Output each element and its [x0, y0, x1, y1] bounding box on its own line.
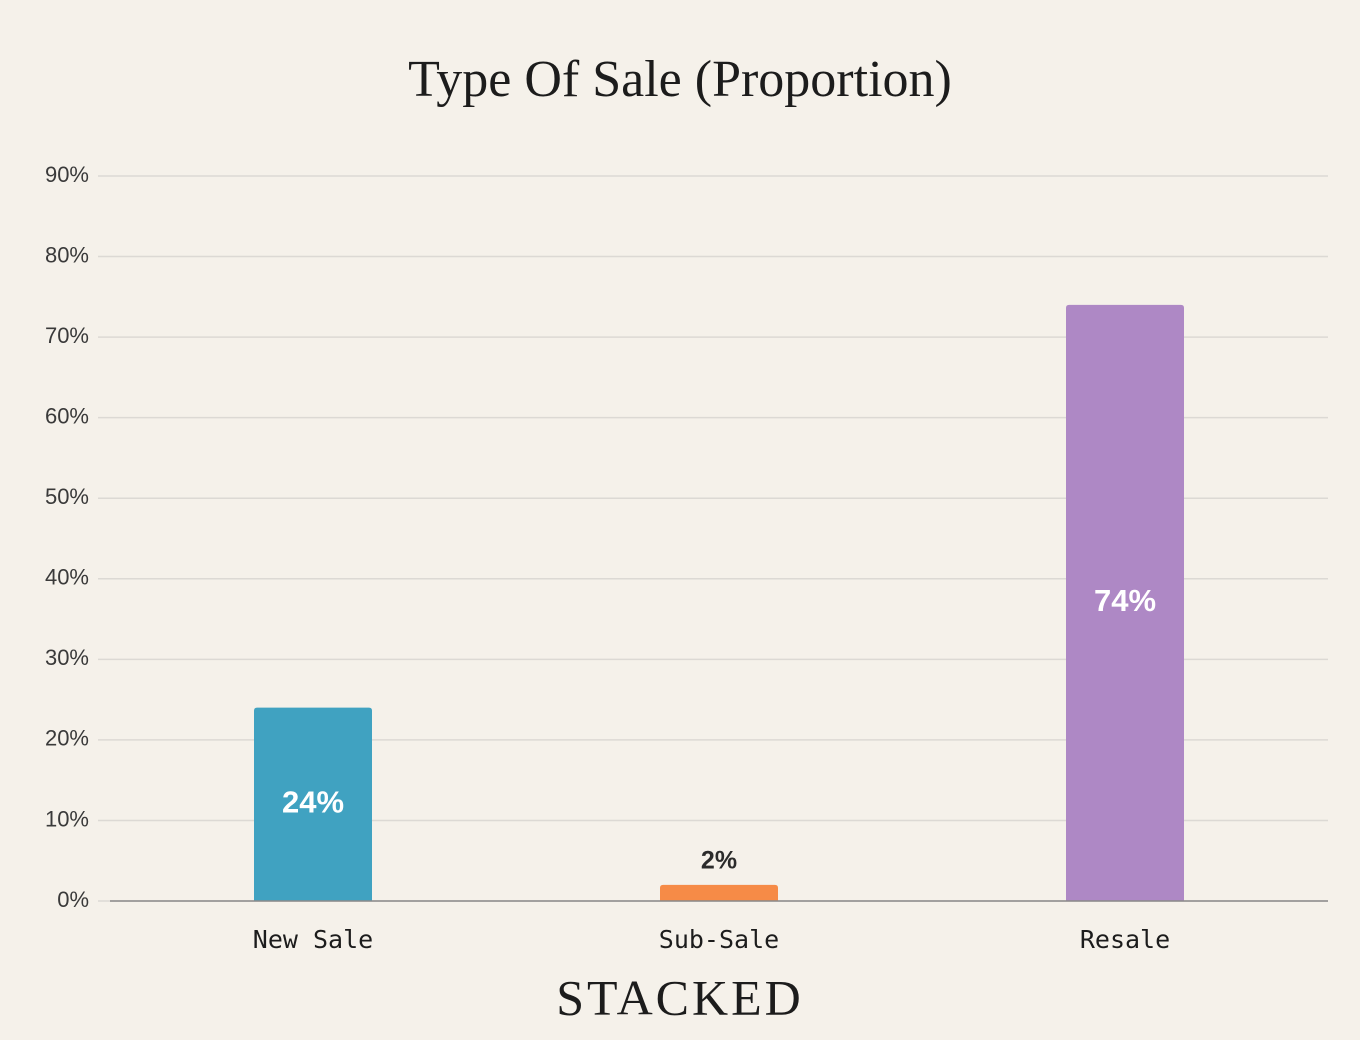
chart-title: Type Of Sale (Proportion): [408, 51, 952, 108]
y-tick-label: 40%: [45, 565, 89, 590]
bar: [1066, 304, 1184, 901]
y-tick-label: 70%: [45, 323, 89, 348]
y-tick-label: 90%: [45, 162, 89, 187]
x-tick-label: Resale: [1080, 925, 1170, 954]
value-label: 74%: [1094, 583, 1156, 618]
value-label: 2%: [701, 846, 737, 874]
y-tick-label: 30%: [45, 645, 89, 670]
y-tick-label: 10%: [45, 806, 89, 831]
y-tick-label: 50%: [45, 484, 89, 509]
x-tick-label: Sub-Sale: [659, 925, 779, 954]
x-tick-label: New Sale: [253, 925, 373, 954]
y-tick-label: 60%: [45, 403, 89, 428]
y-tick-label: 20%: [45, 726, 89, 751]
bar: [660, 884, 778, 901]
brand-logo: STACKED: [556, 969, 804, 1025]
y-tick-label: 0%: [57, 887, 89, 912]
value-label: 24%: [282, 785, 344, 820]
y-tick-label: 80%: [45, 242, 89, 267]
bar: [254, 707, 372, 901]
